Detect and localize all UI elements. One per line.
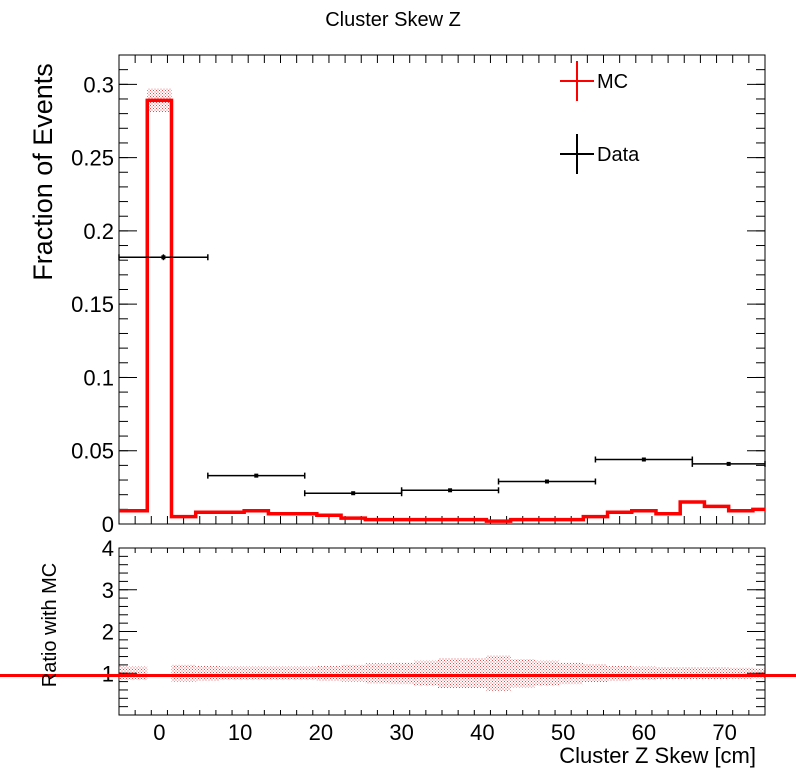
x-axis-title: Cluster Z Skew [cm] <box>559 743 756 768</box>
ratio-y-tick-label-1: 2 <box>102 620 114 645</box>
y-tick-label-1: 0.05 <box>71 439 114 464</box>
data-marker <box>544 479 549 484</box>
y-tick-label-4: 0.2 <box>83 219 114 244</box>
ratio-band-bin <box>510 659 535 688</box>
ratio-band-bin <box>341 664 366 682</box>
data-marker <box>161 255 166 260</box>
ratio-band-bin <box>389 662 414 685</box>
data-point <box>497 478 597 485</box>
data-point <box>691 460 766 467</box>
ratio-band-bin <box>680 667 705 680</box>
y-tick-label-3: 0.15 <box>71 292 114 317</box>
ratio-band-bin <box>171 664 196 682</box>
x-tick-label-3: 30 <box>389 720 413 745</box>
y-tick-label-2: 0.1 <box>83 365 114 390</box>
ratio-y-tick-label-2: 3 <box>102 578 114 603</box>
data-point <box>118 254 209 261</box>
ratio-band-bin <box>752 668 765 679</box>
y-tick-label-6: 0.3 <box>83 72 114 97</box>
data-point <box>400 487 500 494</box>
x-tick-label-5: 50 <box>551 720 575 745</box>
ratio-band-bin <box>195 665 220 681</box>
ratio-band-bin <box>486 655 511 691</box>
ratio-y-tick-label-0: 1 <box>102 661 114 686</box>
ratio-band-bin <box>462 658 487 689</box>
ratio-band-bin <box>437 658 463 689</box>
ratio-error-band <box>119 655 765 691</box>
legend-entry-mc: MC <box>560 61 628 101</box>
chart-title: Cluster Skew Z <box>325 9 461 31</box>
ratio-band-bin <box>219 666 245 680</box>
top-plot-frame <box>118 54 766 525</box>
top-axis-ticks: 0 0.05 0.1 0.15 0.2 0.25 0.3 <box>71 54 766 537</box>
mc-series-line <box>119 98 765 523</box>
ratio-band-bin <box>244 666 269 680</box>
ratio-band-bin <box>268 666 293 680</box>
ratio-band-bin <box>292 666 317 680</box>
ratio-band-bin <box>704 667 729 680</box>
data-point <box>594 456 694 463</box>
x-tick-label-6: 60 <box>632 720 656 745</box>
mc-step-line <box>119 98 765 523</box>
data-marker <box>726 461 731 466</box>
ratio-band-bin <box>119 666 148 680</box>
y-axis-title: Fraction of Events <box>28 63 58 281</box>
data-marker <box>448 488 453 493</box>
x-tick-label-1: 10 <box>228 720 252 745</box>
data-point <box>207 472 306 479</box>
data-marker <box>351 491 356 496</box>
ratio-band-bin <box>316 665 342 681</box>
ratio-y-tick-label-3: 4 <box>102 536 114 561</box>
data-marker <box>641 457 646 462</box>
ratio-band-bin <box>413 660 438 686</box>
bottom-plot-frame <box>118 547 766 716</box>
legend: MC Data <box>560 61 640 174</box>
y-tick-label-5: 0.25 <box>71 146 114 171</box>
ratio-band-bin <box>534 660 560 686</box>
x-tick-label-2: 20 <box>309 720 333 745</box>
ratio-axis-title: Ratio with MC <box>39 563 61 687</box>
data-point <box>303 490 403 497</box>
ratio-band-bin <box>607 665 632 681</box>
ratio-band-bin <box>728 667 753 679</box>
ratio-band-bin <box>365 663 390 684</box>
mc-error-band <box>119 88 765 522</box>
legend-label-mc: MC <box>597 71 628 93</box>
legend-entry-data: Data <box>560 134 640 174</box>
ratio-band-bin <box>631 666 656 680</box>
x-tick-label-7: 70 <box>712 720 736 745</box>
ratio-band-bin <box>655 666 681 680</box>
data-points <box>118 254 766 497</box>
legend-label-data: Data <box>597 144 640 166</box>
ratio-band-bin <box>559 662 584 685</box>
y-tick-label-0: 0 <box>102 512 114 537</box>
data-marker <box>254 473 259 478</box>
x-tick-label-0: 0 <box>153 720 165 745</box>
ratio-band-bin <box>583 664 608 683</box>
x-tick-label-4: 40 <box>470 720 494 745</box>
